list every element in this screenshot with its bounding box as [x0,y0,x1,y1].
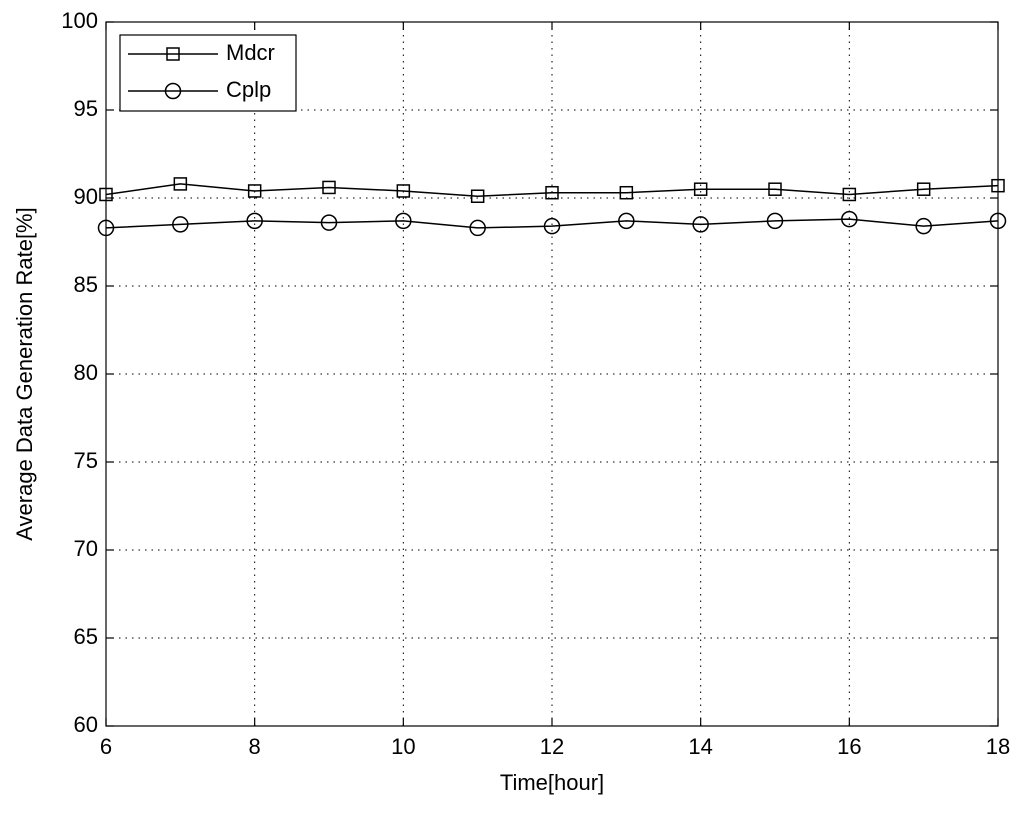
marker [618,212,635,230]
marker [768,182,782,196]
x-tick-label: 18 [986,734,1010,759]
marker [545,185,559,200]
marker [693,182,708,196]
x-tick-label: 8 [249,734,261,759]
legend-box [119,34,297,112]
legend: Mdcr Cplp [119,34,297,112]
plot-frame [105,21,999,727]
legend-label: Mdcr [226,40,275,65]
marker [97,219,115,237]
y-tick-label: 65 [74,624,98,649]
legend-label: Cplp [226,77,271,102]
marker [470,189,485,203]
series-line [105,183,999,197]
legend-marker [166,47,180,61]
marker [692,216,709,233]
x-tick-label: 6 [100,734,112,759]
x-tick-label: 10 [391,734,415,759]
y-tick-label: 80 [74,360,98,385]
x-tick-label: 14 [688,734,712,759]
series-line [105,218,999,229]
marker [842,187,857,202]
marker [247,184,262,198]
marker [989,212,1007,230]
y-tick-label: 75 [74,448,98,473]
marker [99,187,113,202]
marker [991,178,1005,193]
marker [172,216,189,233]
y-tick-label: 90 [74,184,98,209]
x-tick-label: 12 [540,734,564,759]
marker [395,212,412,230]
marker [396,184,411,198]
y-tick-label: 85 [74,272,98,297]
marker [841,210,858,228]
marker [469,219,486,237]
marker [916,182,931,196]
marker [320,214,338,231]
y-tick-label: 100 [61,8,98,33]
marker [173,177,188,191]
y-tick-label: 70 [74,536,98,561]
legend-marker [164,82,182,100]
y-tick-label: 95 [74,96,98,121]
marker [619,185,634,200]
x-axis-label: Time[hour] [500,770,604,795]
y-axis-label: Average Data Generation Rate[%] [12,207,37,540]
marker [246,212,263,230]
marker [915,217,932,235]
x-tick-label: 16 [837,734,861,759]
marker [543,217,561,235]
marker [766,212,784,230]
y-tick-label: 60 [74,712,98,737]
marker [322,180,336,195]
